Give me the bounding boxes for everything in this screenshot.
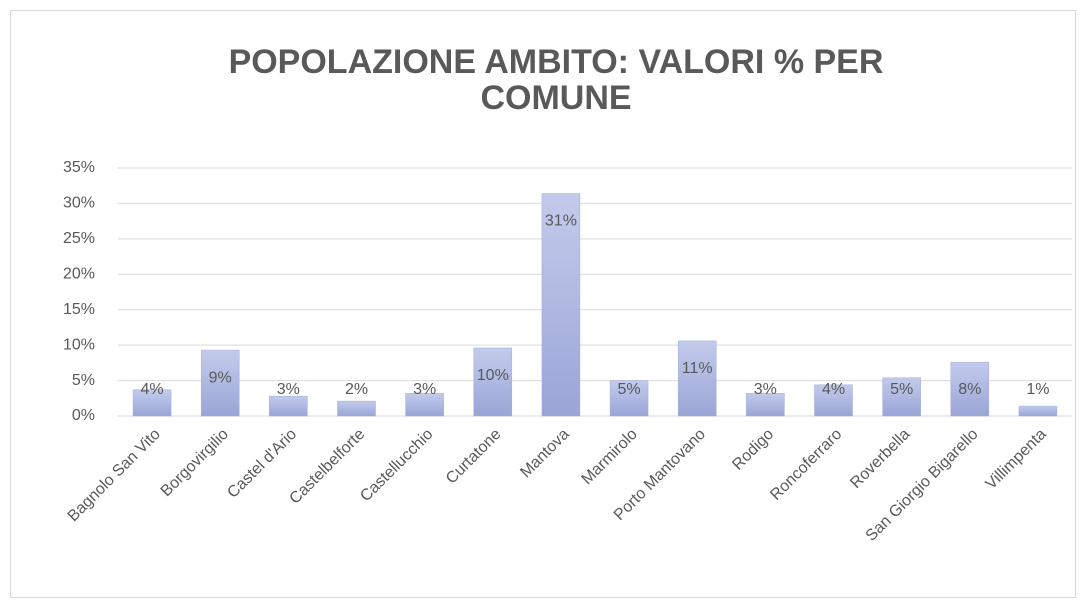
x-tick-label: San Giorgio Bigarello — [863, 426, 982, 545]
data-label: 3% — [754, 381, 777, 398]
bar — [200, 349, 240, 417]
bar — [814, 384, 853, 417]
data-label: 5% — [890, 381, 913, 398]
data-label: 4% — [141, 381, 164, 398]
bar — [337, 400, 376, 417]
y-tick-label: 0% — [72, 407, 95, 424]
x-tick-label: Villimpenta — [983, 426, 1050, 493]
chart-frame — [10, 10, 1076, 598]
data-label: 3% — [413, 381, 436, 398]
y-tick-label: 20% — [63, 266, 95, 283]
data-label: 9% — [209, 369, 232, 386]
x-tick-label: Borgovirgilio — [158, 426, 232, 500]
bar — [132, 389, 172, 417]
data-label: 5% — [618, 381, 641, 398]
y-tick-label: 10% — [63, 336, 95, 353]
bar — [1018, 405, 1058, 417]
data-label: 8% — [958, 381, 981, 398]
data-label: 3% — [277, 381, 300, 398]
bar — [405, 393, 444, 417]
y-tick-label: 35% — [63, 159, 95, 176]
bar — [269, 395, 308, 417]
x-tick-label: Castel d'Ario — [224, 426, 300, 502]
y-tick-label: 30% — [63, 195, 95, 212]
data-label: 10% — [477, 367, 509, 384]
data-label: 2% — [345, 381, 368, 398]
x-tick-label: Roverbella — [847, 426, 913, 492]
y-tick-label: 15% — [63, 301, 95, 318]
data-label: 4% — [822, 381, 845, 398]
x-tick-label: Rodigo — [729, 426, 777, 474]
x-tick-label: Mantova — [517, 426, 572, 481]
data-label: 1% — [1026, 381, 1049, 398]
x-tick-label: Bagnolo San Vito — [65, 426, 164, 525]
y-tick-label: 25% — [63, 230, 95, 247]
y-tick-label: 5% — [72, 372, 95, 389]
bar — [950, 361, 990, 417]
data-label: 11% — [682, 360, 713, 377]
x-tick-label: Marmirolo — [579, 426, 641, 488]
data-label: 31% — [545, 213, 577, 230]
x-tick-label: Castellucchio — [357, 426, 436, 505]
bar — [746, 393, 785, 417]
x-tick-label: Roncoferraro — [767, 426, 845, 504]
bar — [541, 193, 581, 417]
x-tick-label: Curtatone — [443, 426, 505, 488]
chart-title: POPOLAZIONE AMBITO: VALORI % PER COMUNE — [228, 43, 884, 117]
bar — [609, 380, 649, 417]
bar — [677, 340, 717, 417]
bar — [473, 347, 513, 417]
bar — [882, 377, 921, 417]
